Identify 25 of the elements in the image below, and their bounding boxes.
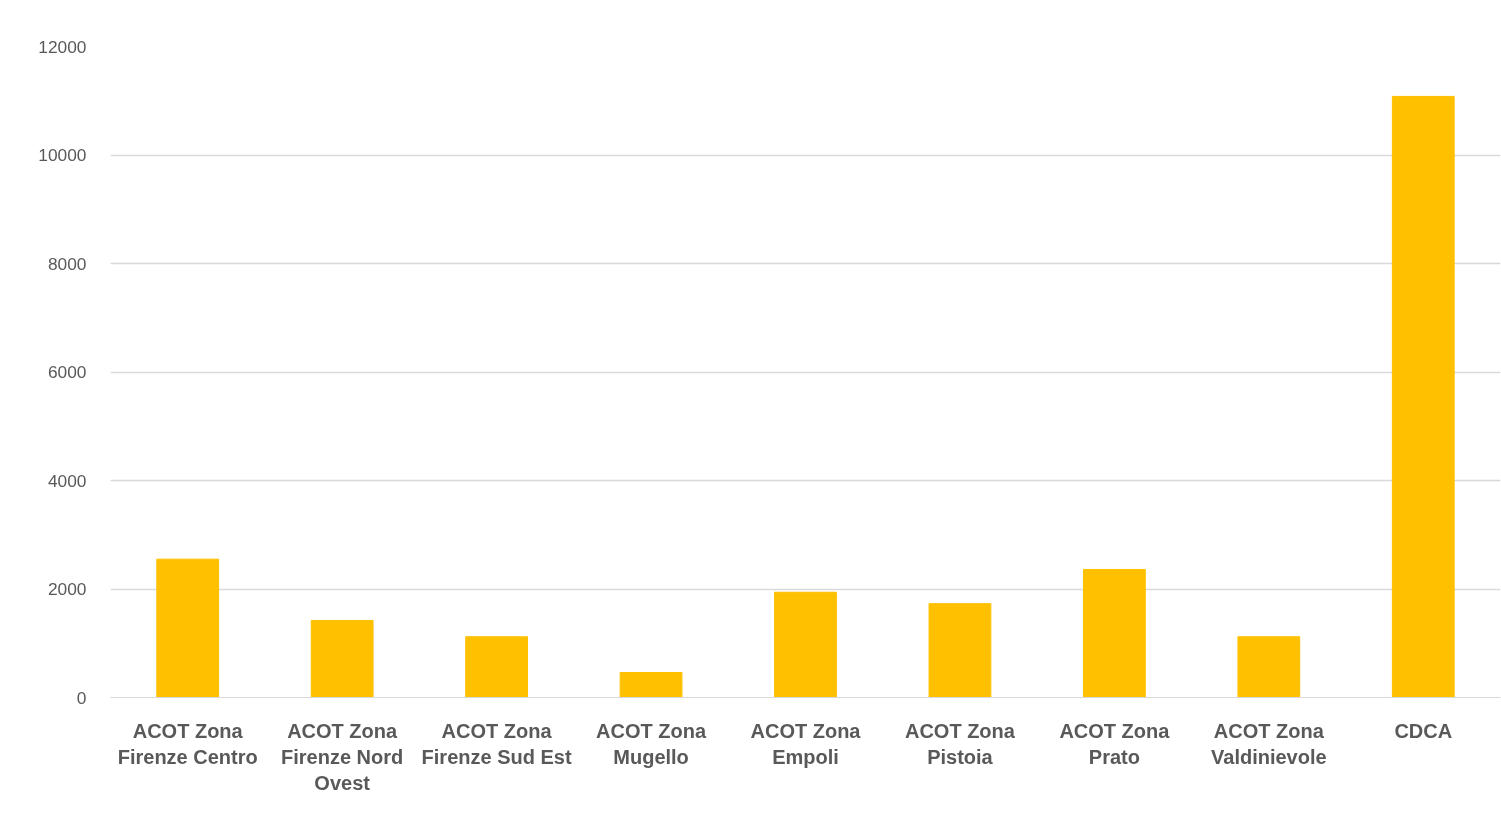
bar [465,636,528,698]
x-tick-label: ACOT Zona Pistoia [904,719,1016,768]
bar [1237,636,1301,698]
y-tick-label: 4000 [47,470,87,491]
bar [1391,95,1455,698]
bar [928,603,992,698]
x-tick-label: ACOT Zona Firenze Nord Ovest [281,719,404,795]
bar [619,672,683,698]
x-tick-label: CDCA [1394,719,1453,742]
y-tick-label: 0 [76,687,87,708]
y-tick-label: 6000 [47,362,87,382]
bar [774,591,837,698]
y-tick-label: 12000 [38,36,87,57]
y-tick-label: 8000 [47,253,87,274]
bar [156,558,220,698]
x-tick-label: ACOT Zona Prato [1059,719,1171,768]
x-tick-label: ACOT Zona Firenze Sud Est [421,719,572,768]
bar [1083,568,1146,698]
x-tick-label: ACOT Zona Valdinievole [1211,719,1327,768]
bar [310,619,374,698]
y-tick-label: 2000 [47,579,87,599]
x-tick-label: ACOT Zona Firenze Centro [117,719,258,768]
y-tick-label: 10000 [38,145,87,165]
x-tick-label: ACOT Zona Empoli [750,719,862,768]
x-tick-label: ACOT Zona Mugello [596,719,707,768]
